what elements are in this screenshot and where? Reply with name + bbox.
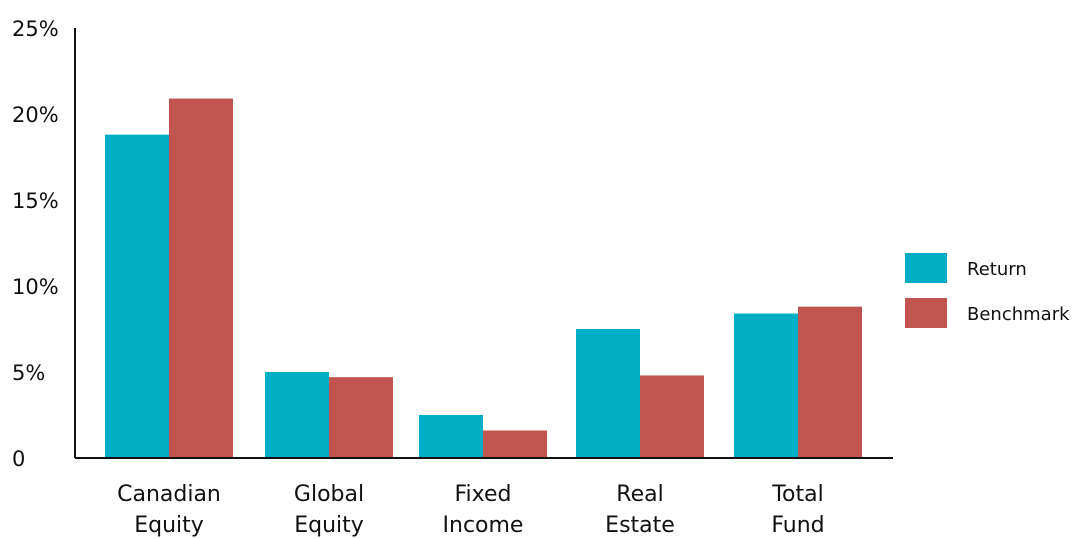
legend: Return Benchmark: [905, 253, 1070, 328]
bar-benchmark-0: [169, 98, 233, 459]
bar-return-4: [734, 313, 798, 458]
y-tick-label: 5%: [12, 361, 45, 385]
category-label: Global: [294, 482, 364, 507]
legend-swatch-benchmark: [905, 298, 947, 328]
category-label: Canadian: [117, 482, 221, 507]
y-tick-label: 10%: [12, 275, 59, 299]
y-axis-ticks: 0 5% 10% 15% 20% 25%: [12, 17, 59, 471]
bar-return-1: [265, 372, 329, 458]
y-tick-label: 15%: [12, 189, 59, 213]
bar-benchmark-1: [329, 377, 393, 458]
legend-label-benchmark: Benchmark: [967, 304, 1070, 325]
legend-swatch-return: [905, 253, 947, 283]
bar-benchmark-2: [483, 430, 547, 458]
category-label: Equity: [294, 513, 364, 538]
bars: [105, 98, 862, 459]
category-label: Equity: [134, 513, 204, 538]
category-label: Fund: [771, 513, 824, 538]
bar-return-2: [419, 415, 483, 458]
x-axis-labels: Canadian Equity Global Equity Fixed Income Rea…: [117, 482, 825, 538]
bar-benchmark-3: [640, 375, 704, 458]
y-tick-label: 20%: [12, 103, 59, 127]
bar-return-0: [105, 134, 169, 458]
category-label: Fixed: [454, 482, 511, 507]
category-label: Income: [443, 513, 524, 538]
bar-return-3: [576, 329, 640, 458]
bar-benchmark-4: [798, 306, 862, 458]
y-tick-label: 25%: [12, 17, 59, 41]
category-label: Total: [771, 482, 823, 507]
legend-label-return: Return: [967, 259, 1027, 280]
category-label: Real: [616, 482, 663, 507]
y-tick-label: 0: [12, 447, 25, 471]
category-label: Estate: [605, 513, 675, 538]
